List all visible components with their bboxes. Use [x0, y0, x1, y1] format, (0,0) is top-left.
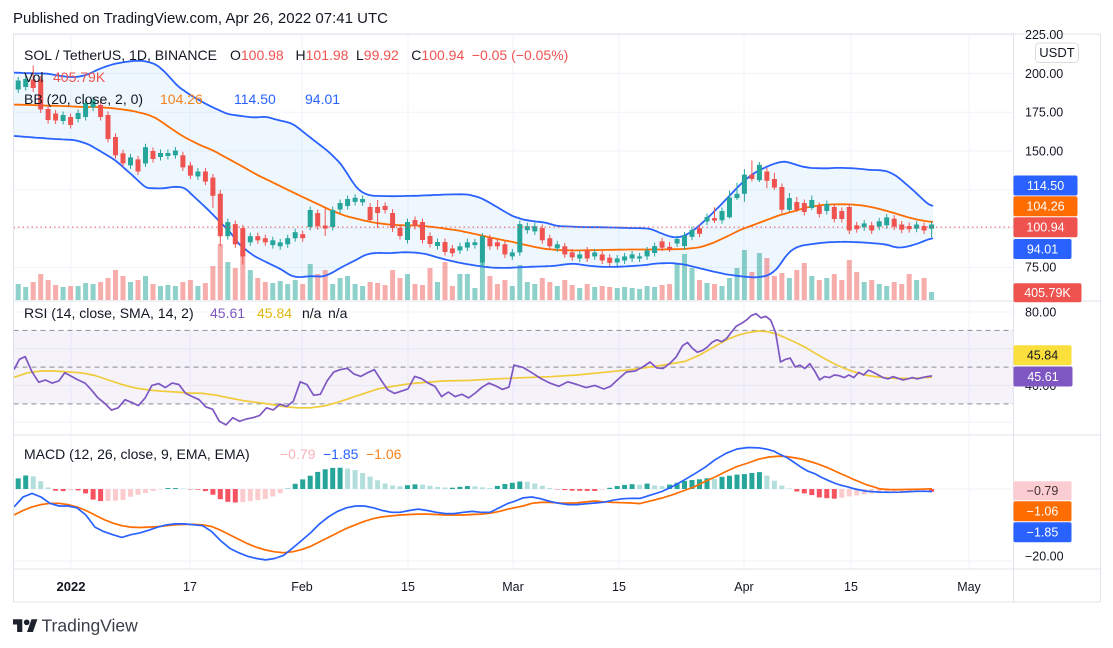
svg-text:175.00: 175.00: [1025, 106, 1063, 120]
svg-text:May: May: [957, 580, 981, 594]
svg-text:−1.85: −1.85: [1027, 526, 1059, 540]
svg-text:80.00: 80.00: [1025, 305, 1056, 319]
svg-text:Published on TradingView.com,: Published on TradingView.com, Apr 26, 20…: [13, 10, 388, 27]
svg-text:104.26: 104.26: [160, 91, 203, 107]
svg-text:H101.98: H101.98: [296, 47, 349, 63]
svg-text:200.00: 200.00: [1025, 67, 1063, 81]
svg-text:−1.85: −1.85: [323, 446, 359, 462]
svg-text:100.94: 100.94: [1026, 221, 1064, 235]
svg-text:104.26: 104.26: [1026, 200, 1064, 214]
svg-text:−0.79: −0.79: [280, 446, 316, 462]
svg-text:Feb: Feb: [291, 580, 313, 594]
svg-text:USDT: USDT: [1039, 45, 1074, 60]
svg-text:94.01: 94.01: [305, 91, 340, 107]
svg-text:−0.05 (−0.05%): −0.05 (−0.05%): [472, 47, 569, 63]
svg-text:45.84: 45.84: [257, 305, 292, 321]
svg-text:RSI (14, close, SMA, 14, 2): RSI (14, close, SMA, 14, 2): [24, 305, 194, 321]
svg-text:BB (20, close, 2, 0): BB (20, close, 2, 0): [24, 91, 143, 107]
svg-text:O100.98: O100.98: [230, 47, 284, 63]
svg-text:2022: 2022: [57, 579, 86, 594]
svg-text:45.61: 45.61: [1027, 370, 1058, 384]
svg-text:Mar: Mar: [502, 580, 524, 594]
svg-text:n/a: n/a: [302, 305, 322, 321]
svg-text:TradingView: TradingView: [42, 616, 139, 636]
svg-text:−1.06: −1.06: [1027, 505, 1059, 519]
svg-text:n/a: n/a: [328, 305, 348, 321]
svg-text:405.79K: 405.79K: [53, 69, 106, 85]
svg-text:Vol: Vol: [24, 69, 43, 85]
svg-text:MACD (12, 26, close, 9, EMA, E: MACD (12, 26, close, 9, EMA, EMA): [24, 446, 250, 462]
svg-text:114.50: 114.50: [234, 91, 276, 107]
svg-text:L99.92: L99.92: [356, 47, 399, 63]
svg-text:−20.00: −20.00: [1025, 549, 1064, 563]
svg-text:45.84: 45.84: [1027, 349, 1058, 363]
svg-text:94.01: 94.01: [1027, 242, 1058, 256]
svg-text:15: 15: [612, 580, 626, 594]
svg-text:17: 17: [183, 580, 197, 594]
svg-text:75.00: 75.00: [1025, 261, 1056, 275]
svg-text:150.00: 150.00: [1025, 144, 1063, 158]
svg-text:114.50: 114.50: [1027, 179, 1064, 193]
svg-text:405.79K: 405.79K: [1024, 286, 1071, 300]
svg-text:225.00: 225.00: [1025, 28, 1063, 42]
svg-text:45.61: 45.61: [210, 305, 245, 321]
svg-text:15: 15: [401, 580, 415, 594]
svg-text:15: 15: [844, 580, 858, 594]
svg-text:−0.79: −0.79: [1027, 484, 1059, 498]
svg-text:SOL / TetherUS, 1D, BINANCE: SOL / TetherUS, 1D, BINANCE: [24, 47, 217, 63]
svg-text:C100.94: C100.94: [411, 47, 464, 63]
svg-text:Apr: Apr: [734, 580, 753, 594]
svg-text:−1.06: −1.06: [366, 446, 402, 462]
